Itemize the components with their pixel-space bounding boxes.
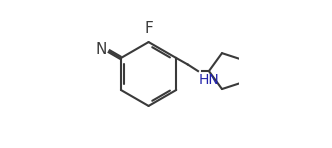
Text: F: F	[144, 21, 153, 36]
Text: HN: HN	[199, 73, 219, 87]
Text: N: N	[96, 42, 107, 57]
